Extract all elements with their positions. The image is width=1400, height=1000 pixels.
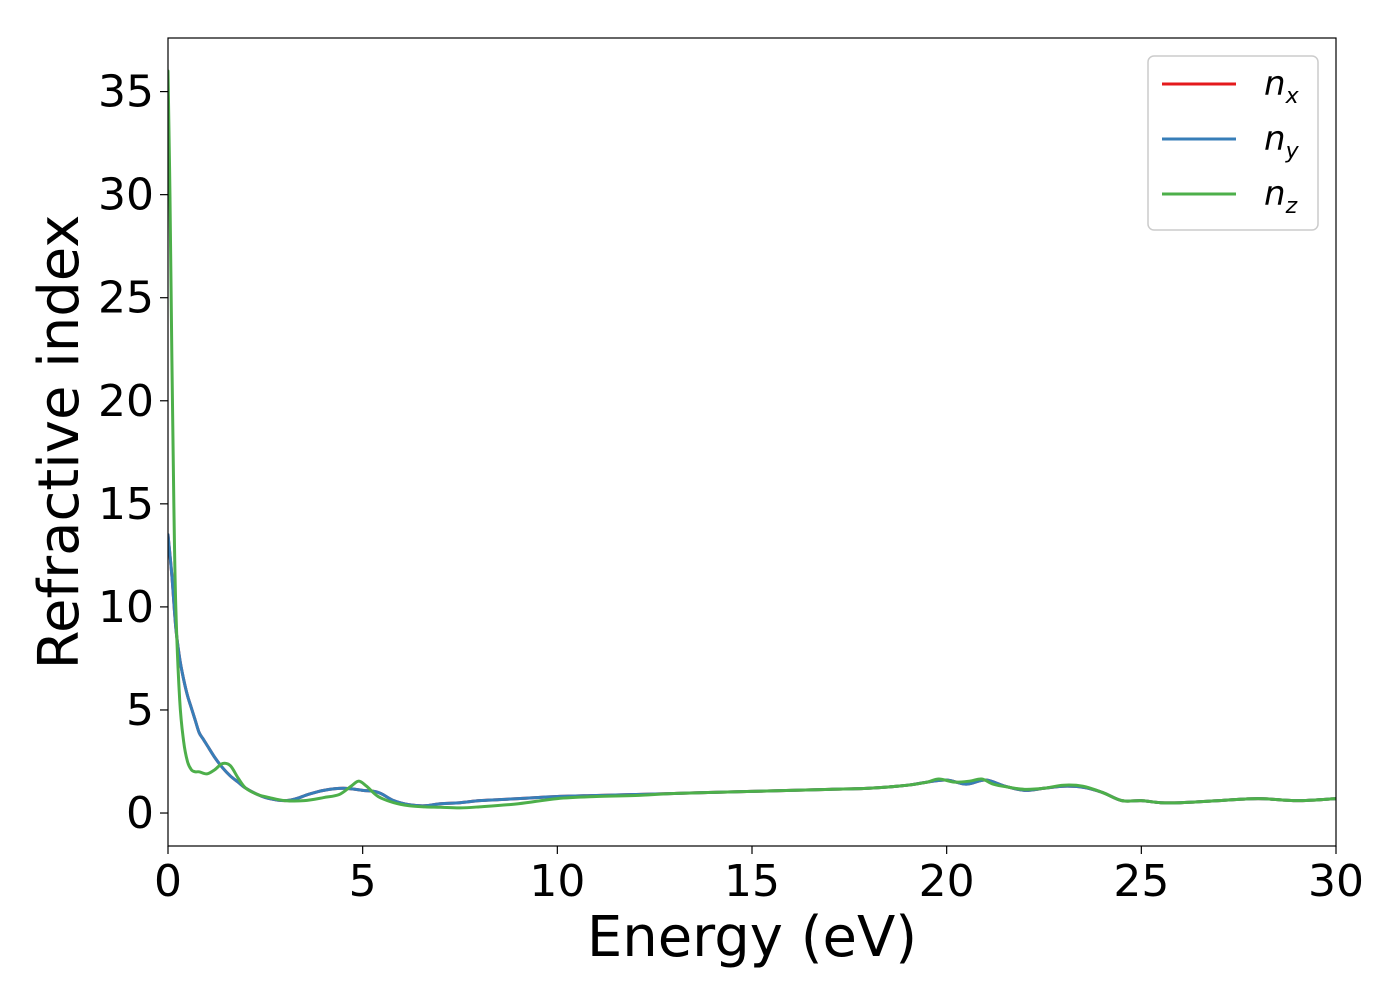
- legend-label-subscript: x: [1285, 84, 1300, 109]
- legend-label-y: ny: [1264, 119, 1300, 164]
- series-layer: [168, 69, 1336, 810]
- x-tick-label: 20: [919, 856, 975, 907]
- series-line-x: [168, 533, 1336, 808]
- legend-label-base: n: [1264, 174, 1286, 214]
- y-tick-label: 30: [98, 170, 154, 221]
- y-axis-ticks: 0 5 10 15 20 25 30 35: [98, 67, 168, 839]
- y-tick-label: 0: [126, 788, 154, 839]
- y-tick-label: 25: [98, 273, 154, 324]
- x-tick-label: 15: [724, 856, 780, 907]
- y-axis-label: Refractive index: [27, 215, 92, 670]
- x-tick-label: 0: [154, 856, 182, 907]
- series-line-z: [168, 69, 1336, 810]
- x-tick-label: 10: [529, 856, 585, 907]
- legend-label-subscript: y: [1285, 139, 1300, 164]
- x-axis-ticks: 0 5 10 15 20 25 30: [154, 846, 1364, 907]
- legend-label-subscript: z: [1285, 194, 1298, 219]
- series-line-y: [168, 533, 1336, 808]
- y-tick-label: 5: [126, 685, 154, 736]
- y-tick-label: 35: [98, 67, 154, 118]
- y-tick-label: 10: [98, 582, 154, 633]
- legend-label-z: nz: [1264, 174, 1298, 219]
- x-tick-label: 25: [1113, 856, 1169, 907]
- y-tick-label: 20: [98, 376, 154, 427]
- legend-label-base: n: [1264, 119, 1286, 159]
- y-tick-label: 15: [98, 479, 154, 530]
- legend-label-x: nx: [1264, 64, 1300, 109]
- x-axis-label: Energy (eV): [587, 905, 917, 970]
- x-tick-label: 5: [349, 856, 377, 907]
- x-tick-label: 30: [1308, 856, 1364, 907]
- legend-label-base: n: [1264, 64, 1286, 104]
- legend-box: [1147, 55, 1319, 231]
